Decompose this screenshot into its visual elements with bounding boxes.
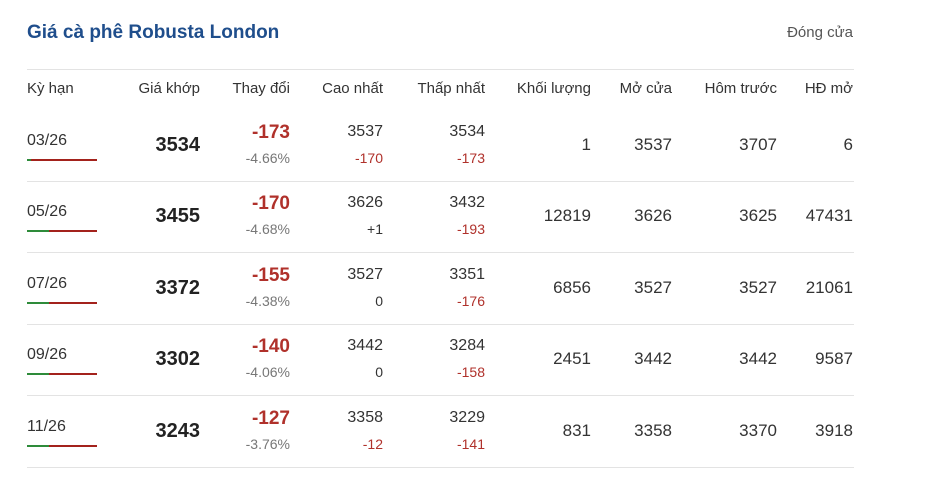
column-header: Kỳ hạn — [27, 80, 74, 97]
change: -140 — [251, 336, 290, 358]
volume: 831 — [562, 420, 591, 440]
low-change: -176 — [456, 292, 485, 309]
high-change: -12 — [362, 435, 383, 452]
prev-close: 3370 — [739, 420, 777, 440]
row-divider — [27, 324, 854, 325]
low-change: -158 — [456, 364, 485, 381]
header-divider — [27, 69, 854, 70]
prev-close: 3527 — [739, 277, 777, 297]
row-divider — [27, 467, 854, 468]
term-bar-red — [49, 444, 97, 447]
term-bar-red — [49, 301, 97, 304]
row-divider — [27, 395, 854, 396]
column-header: Thay đổi — [232, 80, 290, 97]
high-change: 0 — [375, 292, 383, 309]
price: 3534 — [155, 133, 201, 156]
open: 3537 — [634, 134, 672, 154]
change: -127 — [251, 407, 290, 429]
change-pct: -4.68% — [245, 221, 290, 238]
volume: 6856 — [553, 277, 591, 297]
term-bar-green — [27, 301, 49, 304]
term: 09/26 — [27, 346, 68, 364]
low: 3534 — [449, 122, 485, 140]
market-status: Đóng cửa — [787, 24, 853, 41]
term-bar-red — [49, 230, 97, 233]
high-change: -170 — [354, 149, 383, 166]
high-change: 0 — [375, 364, 383, 381]
open: 3442 — [634, 349, 672, 369]
price: 3455 — [155, 205, 201, 228]
low-change: -173 — [456, 149, 485, 166]
column-header: Thấp nhất — [417, 80, 485, 97]
row-divider — [27, 181, 854, 182]
high: 3626 — [347, 194, 383, 212]
change-pct: -4.66% — [245, 149, 290, 166]
term: 07/26 — [27, 274, 68, 292]
high: 3358 — [347, 408, 383, 426]
low: 3351 — [449, 265, 485, 283]
change-pct: -4.38% — [245, 292, 290, 309]
low: 3229 — [449, 408, 485, 426]
low-change: -193 — [456, 221, 485, 238]
high-change: +1 — [367, 221, 383, 238]
change: -170 — [251, 193, 290, 215]
open-interest: 47431 — [805, 206, 853, 226]
volume: 12819 — [543, 206, 591, 226]
column-header: Cao nhất — [322, 80, 383, 97]
term: 11/26 — [27, 417, 66, 435]
term-bar-red — [31, 158, 97, 161]
volume: 2451 — [553, 349, 591, 369]
title: Giá cà phê Robusta London — [27, 22, 280, 43]
high: 3442 — [347, 337, 383, 355]
change: -173 — [251, 121, 290, 143]
term-bar-green — [27, 373, 49, 376]
low-change: -141 — [456, 435, 485, 452]
change-pct: -3.76% — [245, 435, 290, 452]
low: 3432 — [449, 194, 485, 212]
open: 3626 — [634, 206, 672, 226]
term-bar-green — [27, 158, 31, 161]
prev-close: 3625 — [739, 206, 777, 226]
open-interest: 3918 — [815, 420, 853, 440]
column-header: Khối lượng — [516, 80, 591, 97]
change: -155 — [251, 264, 290, 286]
column-header: Hôm trước — [704, 80, 777, 97]
open: 3358 — [634, 420, 672, 440]
open: 3527 — [634, 277, 672, 297]
change-pct: -4.06% — [245, 364, 290, 381]
column-header: HĐ mở — [804, 80, 853, 97]
open-interest: 6 — [843, 134, 853, 154]
low: 3284 — [449, 337, 485, 355]
term-bar-green — [27, 444, 49, 447]
price: 3243 — [155, 419, 201, 442]
high: 3527 — [347, 265, 383, 283]
prev-close: 3442 — [739, 349, 777, 369]
price: 3372 — [155, 276, 201, 299]
open-interest: 21061 — [805, 277, 853, 297]
term-bar-red — [49, 373, 97, 376]
price: 3302 — [155, 348, 201, 371]
open-interest: 9587 — [815, 349, 853, 369]
column-header: Mở cửa — [619, 80, 672, 97]
high: 3537 — [347, 122, 383, 140]
volume: 1 — [581, 134, 591, 154]
term-bar-green — [27, 230, 49, 233]
row-divider — [27, 252, 854, 253]
term: 03/26 — [27, 131, 68, 149]
term: 05/26 — [27, 203, 68, 221]
prev-close: 3707 — [739, 134, 777, 154]
column-header: Giá khớp — [138, 80, 200, 97]
